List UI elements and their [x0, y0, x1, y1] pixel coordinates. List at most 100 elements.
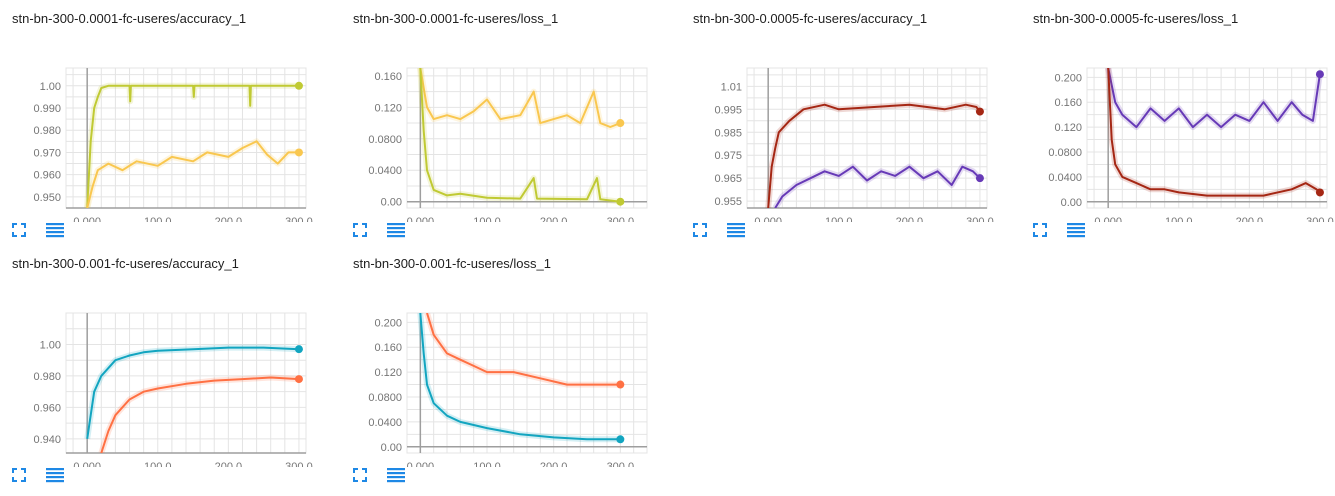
- chart-card: stn-bn-300-0.0005-fc-useres/loss_1 0.000 1…: [1021, 0, 1335, 245]
- x-tick-label: 0.000: [407, 216, 435, 222]
- chart-toolbar: [1033, 220, 1093, 240]
- x-tick-label: 300.0: [966, 216, 994, 222]
- series-endpoint: [616, 380, 625, 389]
- y-tick-label: 0.980: [33, 371, 61, 383]
- x-tick-label: 100.0: [473, 216, 501, 222]
- x-tick-label: 300.0: [607, 461, 635, 467]
- y-tick-label: 0.160: [374, 71, 402, 83]
- series-endpoint: [294, 148, 303, 157]
- series-line: [419, 313, 621, 441]
- y-tick-label: 0.160: [1054, 97, 1082, 109]
- series-line: [86, 140, 299, 208]
- chart-toolbar: [353, 465, 413, 485]
- y-tick-label: 0.00: [1061, 197, 1082, 209]
- y-tick-label: 0.995: [714, 104, 742, 116]
- x-tick-label: 200.0: [896, 216, 924, 222]
- fit-domain-icon[interactable]: [353, 223, 367, 237]
- series-line: [419, 68, 621, 128]
- x-tick-label: 300.0: [285, 216, 313, 222]
- series-endpoint: [975, 107, 984, 116]
- y-tick-label: 0.0400: [368, 165, 402, 177]
- x-tick-label: 200.0: [540, 216, 568, 222]
- series-line: [419, 68, 621, 203]
- chart-card: stn-bn-300-0.0001-fc-useres/loss_1 0.000 1…: [341, 0, 671, 245]
- x-tick-label: 100.0: [144, 216, 172, 222]
- y-tick-label: 0.955: [714, 196, 742, 208]
- x-tick-label: 0.000: [73, 461, 101, 467]
- x-tick-label: 0.000: [73, 216, 101, 222]
- plot-frame: [406, 312, 648, 454]
- fit-domain-icon[interactable]: [353, 468, 367, 482]
- x-tick-label: 100.0: [473, 461, 501, 467]
- chart-svg: 0.000 100.0 200.0 300.0 0.955 0.965 0.975 0.985…: [714, 67, 994, 222]
- series-line: [86, 84, 299, 208]
- series-band: [84, 82, 299, 208]
- fit-domain-icon[interactable]: [12, 468, 26, 482]
- x-tick-label: 200.0: [540, 461, 568, 467]
- y-tick-label: 0.0800: [368, 392, 402, 404]
- y-tick-label: 0.0400: [1048, 172, 1082, 184]
- chart-svg: 0.000 100.0 200.0 300.0 0.940 0.960 0.980 1.00: [33, 312, 313, 467]
- data-table-icon[interactable]: [1067, 222, 1085, 238]
- y-tick-label: 0.950: [33, 192, 61, 204]
- chart-toolbar: [353, 220, 413, 240]
- series-line: [100, 376, 299, 453]
- x-tick-label: 300.0: [285, 461, 313, 467]
- chart-title: stn-bn-300-0.0001-fc-useres/accuracy_1: [12, 11, 247, 26]
- x-tick-label: 200.0: [215, 461, 243, 467]
- chart-title: stn-bn-300-0.001-fc-useres/accuracy_1: [12, 256, 239, 271]
- series-line: [1107, 68, 1321, 129]
- fit-domain-icon[interactable]: [693, 223, 707, 237]
- series-endpoint: [294, 345, 303, 354]
- chart-title: stn-bn-300-0.001-fc-useres/loss_1: [353, 256, 551, 271]
- series-band: [417, 68, 621, 205]
- series-endpoint: [294, 81, 303, 90]
- series-endpoint: [616, 435, 625, 444]
- y-tick-label: 0.00: [381, 197, 402, 209]
- series-endpoint: [616, 197, 625, 206]
- y-tick-label: 0.120: [374, 367, 402, 379]
- series-endpoint: [616, 119, 625, 128]
- y-tick-label: 0.960: [33, 170, 61, 182]
- chart-svg: 0.000 100.0 200.0 300.0 0.00 0.0400 0.0800 0.12…: [368, 67, 648, 222]
- fit-domain-icon[interactable]: [12, 223, 26, 237]
- chart-toolbar: [12, 465, 72, 485]
- chart-toolbar: [12, 220, 72, 240]
- chart-card: stn-bn-300-0.001-fc-useres/loss_1 0.000 10…: [341, 245, 671, 490]
- y-tick-label: 0.200: [1054, 72, 1082, 84]
- x-tick-label: 0.000: [1094, 216, 1122, 222]
- x-tick-label: 0.000: [754, 216, 782, 222]
- series-endpoint: [294, 375, 303, 384]
- series-band: [84, 344, 300, 440]
- data-table-icon[interactable]: [727, 222, 745, 238]
- chart-title: stn-bn-300-0.0005-fc-useres/loss_1: [1033, 11, 1239, 26]
- chart-svg: 0.000 100.0 200.0 300.0 0.00 0.0400 0.0800 0.12…: [1048, 67, 1334, 222]
- data-table-icon[interactable]: [46, 222, 64, 238]
- y-tick-label: 0.0800: [1048, 147, 1082, 159]
- data-table-icon[interactable]: [387, 467, 405, 483]
- y-tick-label: 0.980: [33, 125, 61, 137]
- y-tick-label: 1.01: [721, 81, 742, 93]
- chart-title: stn-bn-300-0.0001-fc-useres/loss_1: [353, 11, 559, 26]
- y-tick-label: 0.985: [714, 127, 742, 139]
- plot-frame: [1086, 67, 1328, 209]
- y-tick-label: 0.975: [714, 150, 742, 162]
- x-tick-label: 100.0: [144, 461, 172, 467]
- series-line: [86, 346, 299, 439]
- y-tick-label: 0.0400: [368, 417, 402, 429]
- fit-domain-icon[interactable]: [1033, 223, 1047, 237]
- data-table-icon[interactable]: [387, 222, 405, 238]
- chart-toolbar: [693, 220, 753, 240]
- y-tick-label: 0.970: [33, 147, 61, 159]
- series-line: [1107, 68, 1321, 197]
- series-endpoint: [975, 174, 984, 183]
- x-tick-label: 100.0: [825, 216, 853, 222]
- series-line: [767, 103, 981, 208]
- y-tick-label: 0.200: [374, 317, 402, 329]
- chart-svg: 0.000 100.0 200.0 300.0 0.950 0.960 0.970 0.980…: [33, 67, 313, 222]
- x-tick-label: 0.000: [407, 461, 435, 467]
- series-endpoint: [1315, 70, 1324, 79]
- data-table-icon[interactable]: [46, 467, 64, 483]
- x-tick-label: 200.0: [1236, 216, 1264, 222]
- y-tick-label: 0.00: [381, 442, 402, 454]
